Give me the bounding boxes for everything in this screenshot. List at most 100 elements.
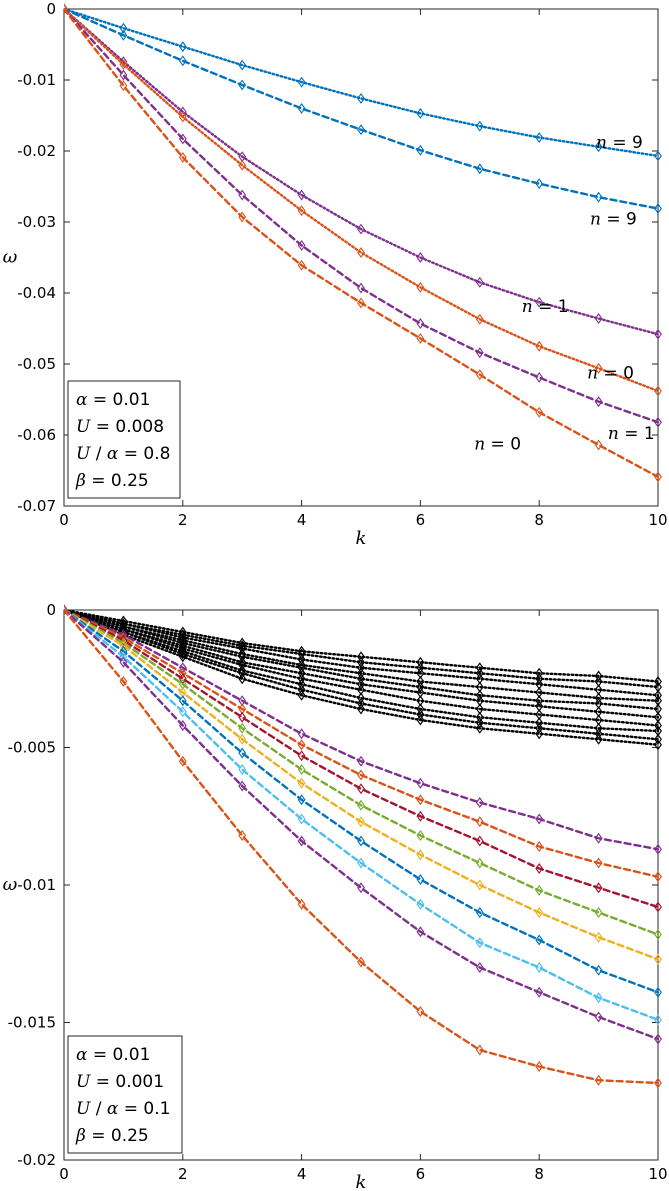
data-point-marker xyxy=(475,1044,484,1056)
data-point-marker xyxy=(416,810,425,822)
data-point-marker xyxy=(238,59,247,71)
data-point-marker xyxy=(535,863,544,874)
data-point-marker xyxy=(357,783,365,795)
data-point-marker xyxy=(416,703,425,715)
data-point-marker xyxy=(297,189,306,201)
data-point-marker xyxy=(535,934,544,946)
data-point-marker xyxy=(475,276,484,288)
data-point-marker xyxy=(535,1061,544,1072)
curve-label: n = 1 xyxy=(522,297,569,317)
data-point-marker xyxy=(654,871,662,883)
data-point-marker xyxy=(238,189,247,201)
data-point-marker xyxy=(178,720,187,731)
data-point-marker xyxy=(357,835,365,847)
data-point-marker xyxy=(178,755,187,767)
data-point-marker xyxy=(475,857,484,869)
data-point-marker xyxy=(357,698,365,709)
data-point-marker xyxy=(357,769,365,781)
data-point-marker xyxy=(416,777,425,789)
data-point-marker xyxy=(535,885,544,896)
x-tick-label: 4 xyxy=(297,1165,307,1183)
data-point-marker xyxy=(178,651,187,663)
data-point-marker xyxy=(357,799,365,811)
y-axis-label: ω xyxy=(3,874,18,895)
data-point-marker xyxy=(654,1077,662,1089)
data-point-marker xyxy=(238,79,247,91)
y-tick-label: -0.03 xyxy=(17,213,56,231)
data-point-marker xyxy=(535,962,544,973)
series-line xyxy=(64,608,660,697)
x-tick-label: 2 xyxy=(178,1165,188,1183)
data-point-marker xyxy=(357,882,365,894)
x-tick-label: 4 xyxy=(297,511,307,529)
data-point-marker xyxy=(357,755,365,767)
data-point-marker xyxy=(357,956,365,968)
data-point-marker xyxy=(654,150,662,162)
data-point-marker xyxy=(297,777,306,789)
data-point-marker xyxy=(594,439,603,451)
data-point-marker xyxy=(178,648,187,660)
data-point-marker xyxy=(594,992,603,1004)
data-point-marker xyxy=(119,56,128,67)
x-tick-label: 8 xyxy=(534,511,544,529)
series-line xyxy=(64,7,660,424)
data-point-marker xyxy=(535,813,544,825)
data-point-marker xyxy=(238,733,247,745)
x-axis-label: k xyxy=(356,528,367,549)
data-point-marker xyxy=(297,259,306,271)
data-point-marker xyxy=(119,58,128,70)
data-point-marker xyxy=(416,898,425,910)
series-line xyxy=(64,7,660,479)
data-point-marker xyxy=(475,937,484,949)
data-point-marker xyxy=(357,651,365,663)
data-point-marker xyxy=(475,907,484,918)
parameter-line: α = 0.01 xyxy=(76,1045,150,1065)
data-point-marker xyxy=(535,695,544,707)
y-tick-label: -0.07 xyxy=(17,497,56,515)
data-point-marker xyxy=(475,816,484,828)
data-point-marker xyxy=(654,416,662,428)
data-point-marker xyxy=(475,347,484,359)
series-line xyxy=(64,608,660,741)
data-point-marker xyxy=(297,794,306,806)
series-line xyxy=(64,608,660,719)
data-point-marker xyxy=(357,124,365,136)
data-point-marker xyxy=(654,733,662,745)
data-point-marker xyxy=(475,369,484,381)
series-line xyxy=(64,608,660,1021)
series-line xyxy=(64,608,660,702)
data-point-marker xyxy=(297,813,306,825)
data-point-marker xyxy=(238,722,247,734)
series-line xyxy=(64,608,660,909)
curve-label: n = 9 xyxy=(590,209,637,229)
x-tick-label: 10 xyxy=(648,511,667,529)
y-tick-label: -0.02 xyxy=(17,142,56,160)
x-tick-label: 10 xyxy=(648,1165,667,1183)
upper-chart: 0 2 4 6 8 10 0 -0.01 -0.02 -0.03 -0.04 -0.05 -0.06 -0… xyxy=(3,0,668,549)
data-point-marker xyxy=(594,857,603,869)
data-point-marker xyxy=(357,93,365,104)
data-point-marker xyxy=(416,830,425,841)
data-point-marker xyxy=(297,739,306,751)
data-point-marker xyxy=(357,282,365,294)
data-point-marker xyxy=(594,832,603,844)
data-point-marker xyxy=(535,673,544,685)
series-line xyxy=(64,608,660,683)
data-point-marker xyxy=(238,673,247,685)
series-line xyxy=(64,608,660,1041)
series-line xyxy=(64,7,660,210)
data-point-marker xyxy=(654,471,662,483)
curve-label: n = 0 xyxy=(587,364,634,384)
data-point-marker xyxy=(535,728,544,740)
data-point-marker xyxy=(297,689,306,701)
series-line xyxy=(64,7,660,158)
data-point-marker xyxy=(416,144,425,156)
data-point-marker xyxy=(238,830,247,841)
series-line xyxy=(64,7,660,393)
data-point-marker xyxy=(594,931,603,943)
x-tick-label: 0 xyxy=(59,1165,69,1183)
series-line xyxy=(64,608,660,727)
y-tick-label: -0.01 xyxy=(17,876,56,894)
x-tick-label: 2 xyxy=(178,511,188,529)
